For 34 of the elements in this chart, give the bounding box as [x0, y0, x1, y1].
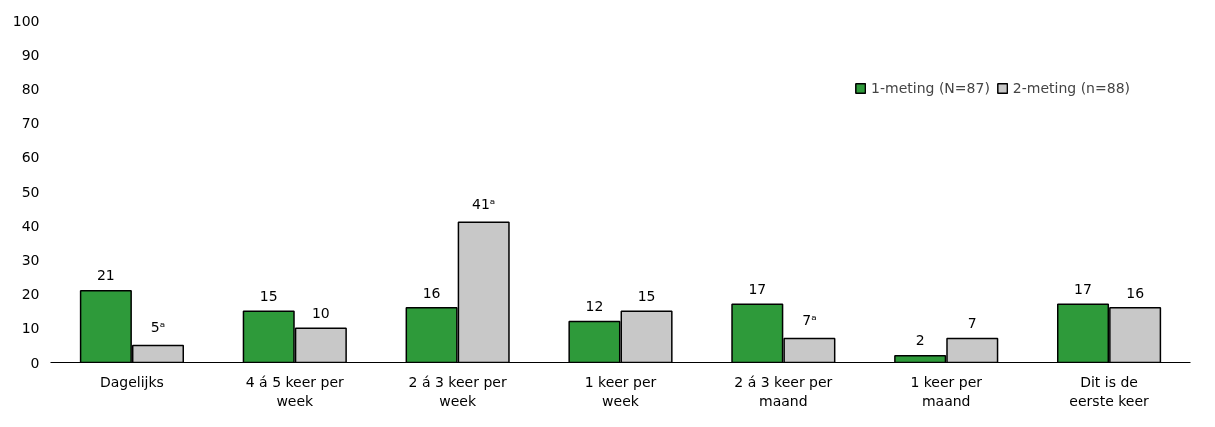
y-tick-label: 50	[21, 183, 40, 200]
x-tick-label: Dagelijks	[99, 373, 164, 390]
legend-label: 1-meting (N=87)	[871, 80, 990, 96]
x-tick-label: 1 keer per week	[584, 373, 657, 409]
data-label: 16	[422, 284, 441, 301]
data-label: 15	[637, 287, 656, 304]
data-label: 2	[915, 332, 925, 349]
data-label: 5ᵃ	[150, 319, 166, 336]
y-tick-label: 60	[21, 149, 40, 166]
y-tick-label: 30	[21, 251, 40, 268]
x-tick-label: 1 keer per maand	[910, 373, 983, 409]
data-label: 10	[311, 305, 330, 322]
x-tick-label: Dit is de eerste keer	[1069, 373, 1150, 409]
y-tick-label: 20	[21, 286, 40, 303]
data-label: 16	[1126, 284, 1145, 301]
y-tick-label: 90	[21, 46, 40, 63]
y-tick-label: 100	[12, 12, 40, 29]
x-tick-label: 2 á 3 keer per maand	[734, 373, 833, 409]
data-label: 41ᵃ	[472, 196, 496, 213]
data-label: 15	[259, 287, 278, 304]
legend-label: 2-meting (n=88)	[1012, 80, 1130, 96]
data-label: 7	[967, 315, 977, 332]
y-tick-label: 80	[21, 80, 40, 97]
data-label: 7ᵃ	[802, 312, 817, 329]
data-label: 12	[585, 298, 604, 315]
y-tick-label: 10	[21, 320, 40, 337]
x-tick-label: 4 á 5 keer per week	[245, 373, 345, 409]
data-label: 21	[96, 267, 115, 284]
y-tick-label: 0	[30, 354, 40, 371]
y-tick-label: 70	[21, 115, 40, 132]
data-label: 17	[1074, 281, 1092, 298]
y-tick-label: 40	[21, 217, 40, 234]
x-tick-label: 2 á 3 keer per week	[408, 373, 507, 409]
data-label: 17	[748, 281, 767, 298]
